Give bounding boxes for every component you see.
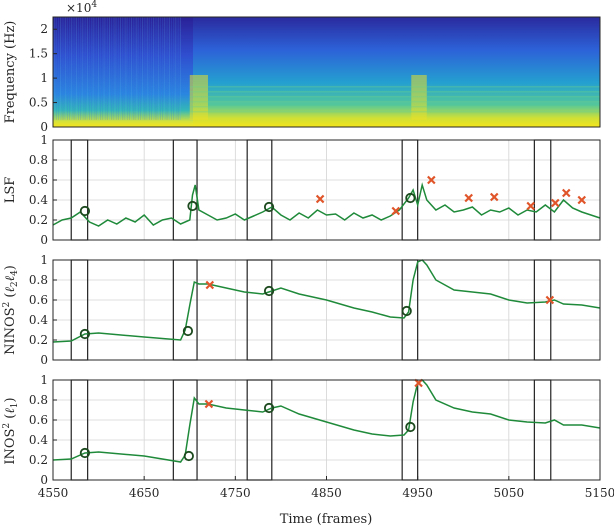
detected-onset-circle	[182, 325, 194, 337]
detected-onset-circle	[187, 200, 198, 212]
panel-frame	[52, 259, 601, 361]
ytick-label: 0.6	[29, 293, 48, 307]
ytick-label: 0.6	[29, 413, 48, 427]
detected-onset-circle	[79, 447, 91, 459]
detected-onset-circle	[183, 450, 194, 462]
ytick-label: 0	[40, 233, 48, 247]
detected-onset-circle	[263, 201, 275, 213]
spectrogram-harmonic-band	[189, 96, 600, 98]
detected-onset-circle	[79, 205, 91, 217]
ytick-label: 0.4	[29, 313, 48, 327]
xtick-label: 4550	[38, 486, 69, 500]
panel-frame	[52, 139, 601, 241]
ytick-label: 1	[40, 133, 48, 147]
spectrogram-texture	[54, 17, 600, 120]
false-positive-cross	[391, 206, 401, 216]
spectrogram-onset-energy	[411, 75, 427, 120]
ytick-label: 0.4	[29, 193, 48, 207]
false-positive-cross	[204, 399, 214, 409]
spectrogram-ytick-label: 2	[40, 22, 48, 36]
detected-onset-circle	[405, 421, 416, 433]
false-positive-cross	[489, 192, 499, 202]
false-positive-cross	[464, 193, 473, 203]
onset-window	[246, 259, 273, 361]
spectrogram-harmonic-band	[189, 91, 600, 93]
onset-window	[401, 139, 419, 241]
spectrogram-image-mid	[193, 17, 410, 127]
onset-window	[246, 139, 273, 241]
ytick-label: 0	[40, 473, 48, 487]
ytick-label: 0.2	[29, 213, 48, 227]
false-positive-cross	[205, 280, 215, 290]
xtick-label: 4950	[402, 486, 433, 500]
onset-window	[246, 379, 273, 481]
spectrogram-harmonic-band	[189, 86, 600, 88]
series-line	[52, 379, 601, 463]
spectrogram-ytick-label: 0.5	[29, 96, 48, 110]
ytick-label: 0.2	[29, 333, 48, 347]
series-line	[52, 182, 601, 227]
false-positive-cross	[526, 201, 535, 211]
x-axis-label: Time (frames)	[280, 512, 373, 527]
ninos-panel: 0 0.2 0.4 0.6 0.8 1	[29, 253, 601, 367]
inos-panel: 0 0.2 0.4 0.6 0.8 1	[29, 373, 601, 487]
ytick-label: 0	[40, 353, 48, 367]
onset-window	[70, 379, 89, 481]
xtick-label: 5150	[585, 486, 614, 500]
false-positive-cross	[561, 188, 571, 198]
false-positive-cross	[545, 295, 555, 305]
onset-window	[533, 259, 552, 361]
xtick-label: 4750	[220, 486, 251, 500]
ninos-ylabel: NINOS2 (ℓ2ℓ4)	[2, 265, 20, 355]
detected-onset-circle	[405, 192, 416, 204]
spectrogram-harmonic-band	[189, 101, 600, 103]
detected-onset-circle	[401, 305, 412, 317]
onset-window	[533, 139, 552, 241]
spectrogram-ylabel: Frequency (Hz)	[3, 21, 18, 124]
inos-ylabel: INOS2 (ℓ1)	[2, 397, 20, 464]
lsf-panel: 0 0.2 0.4 0.6 0.8 1	[29, 133, 601, 247]
onset-window	[533, 379, 552, 481]
spectrogram-ytick-label: 1	[40, 71, 48, 85]
x-axis-ticks: 4550 4650 4750 4850 4950 5050 5150	[38, 476, 614, 500]
spectrogram-frame	[52, 16, 601, 128]
ytick-label: 0.4	[29, 433, 48, 447]
spectrogram-y-ticks: 0 0.5 1 1.5 2	[29, 22, 57, 134]
ytick-label: 0.8	[29, 393, 48, 407]
spectrogram-panel: 0 0.5 1 1.5 2 ×104 Frequency (Hz)	[3, 0, 601, 134]
spectrogram-ytick-label: 1.5	[29, 47, 48, 61]
spectrogram-harmonic-band	[189, 111, 600, 113]
false-positive-cross	[551, 198, 560, 208]
onset-window	[172, 379, 198, 481]
series-line	[52, 259, 601, 343]
spectrogram-ytick-label: 0	[40, 120, 48, 134]
spectrogram-image-right	[410, 17, 600, 127]
ytick-label: 0.6	[29, 173, 48, 187]
xtick-label: 4650	[129, 486, 160, 500]
xtick-label: 4850	[311, 486, 342, 500]
onset-window	[70, 139, 89, 241]
ytick-label: 0.8	[29, 273, 48, 287]
spectrogram-harmonic-band	[189, 106, 600, 108]
lsf-ylabel: LSF	[3, 177, 18, 204]
onset-window	[70, 259, 89, 361]
false-positive-cross	[577, 195, 587, 205]
detected-onset-circle	[79, 328, 91, 340]
ytick-label: 0.2	[29, 453, 48, 467]
false-positive-cross	[315, 194, 325, 204]
spectrogram-image-left	[53, 17, 193, 127]
spectrogram-exponent: ×104	[66, 0, 97, 15]
false-positive-cross	[414, 378, 423, 388]
ytick-label: 1	[40, 373, 48, 387]
false-positive-cross	[427, 175, 436, 185]
spectrogram-onset-energy	[189, 75, 208, 120]
ytick-label: 1	[40, 253, 48, 267]
detected-onset-circle	[263, 402, 275, 414]
xtick-label: 5050	[494, 486, 525, 500]
onset-window	[172, 259, 198, 361]
ytick-label: 0.8	[29, 153, 48, 167]
detected-onset-circle	[263, 285, 275, 297]
